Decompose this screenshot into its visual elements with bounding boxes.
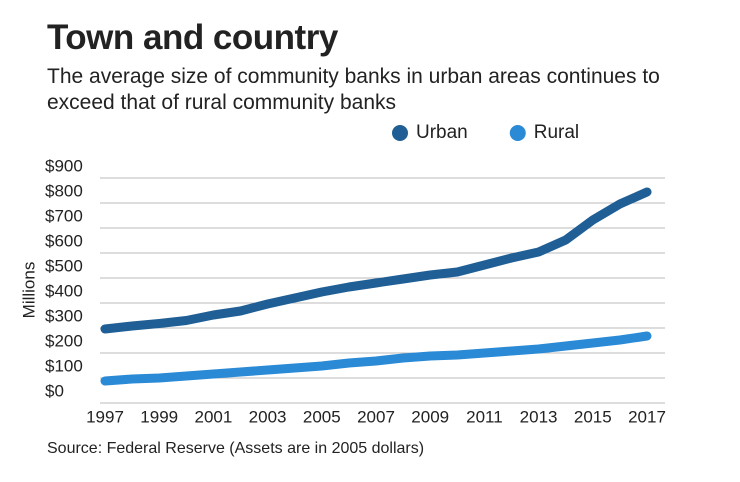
- y-tick-label: $900: [45, 156, 83, 175]
- x-tick-label: 2013: [520, 407, 558, 426]
- y-tick-label: $400: [45, 281, 83, 300]
- x-tick-label: 2007: [357, 407, 395, 426]
- legend-swatch: [509, 125, 526, 141]
- y-tick-label: $500: [45, 256, 83, 275]
- x-tick-label: 2009: [411, 407, 449, 426]
- chart-subtitle: The average size of community banks in u…: [47, 65, 660, 114]
- legend-label: Rural: [534, 122, 579, 143]
- y-tick-label: $600: [45, 231, 83, 250]
- x-tick-label: 2015: [574, 407, 612, 426]
- x-tick-label: 2001: [194, 407, 232, 426]
- y-tick-label: $800: [45, 181, 83, 200]
- series-line: [100, 187, 652, 334]
- x-tick-label: 2003: [249, 407, 287, 426]
- x-tick-label: 2005: [303, 407, 341, 426]
- legend-label: Urban: [416, 122, 468, 143]
- x-tick-label: 1999: [140, 407, 178, 426]
- x-tick-label: 1997: [86, 407, 124, 426]
- x-tick-label: 2011: [466, 407, 503, 426]
- source-note: Source: Federal Reserve (Assets are in 2…: [47, 440, 425, 457]
- x-tick-label: 2017: [628, 407, 666, 426]
- y-tick-label: $0: [45, 381, 64, 400]
- y-axis-label: Millions: [19, 262, 38, 319]
- y-tick-label: $700: [45, 206, 83, 225]
- y-tick-label: $100: [45, 356, 83, 375]
- y-tick-label: $300: [45, 306, 83, 325]
- chart-title: Town and country: [47, 18, 338, 57]
- y-tick-label: $200: [45, 331, 83, 350]
- series-line: [100, 331, 652, 386]
- legend-swatch: [392, 125, 408, 141]
